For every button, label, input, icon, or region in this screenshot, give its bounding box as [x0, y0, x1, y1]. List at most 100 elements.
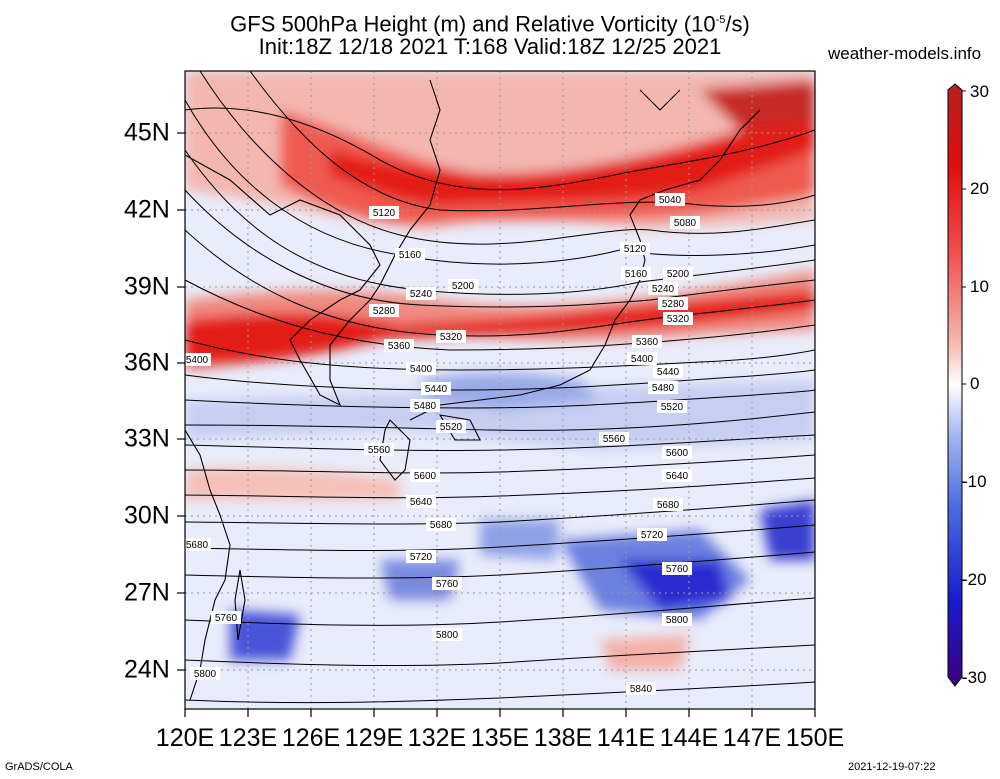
svg-text:5760: 5760 [666, 564, 689, 575]
svg-text:5480: 5480 [414, 401, 437, 412]
contour-label: 5600 [410, 469, 440, 482]
svg-text:5360: 5360 [388, 341, 411, 352]
svg-text:5800: 5800 [666, 615, 689, 626]
contour-label: 5800 [662, 613, 692, 626]
site-name: weather-models.info [828, 44, 982, 63]
svg-text:5400: 5400 [186, 355, 209, 366]
map-title-line1: GFS 500hPa Height (m) and Relative Vorti… [230, 11, 750, 37]
svg-text:5360: 5360 [636, 337, 659, 348]
lat-label: 24N [124, 655, 170, 684]
contour-label: 5720 [406, 550, 436, 563]
contour-label: 5440 [421, 382, 451, 395]
lon-label: 150E [785, 724, 845, 752]
lon-label: 141E [596, 724, 656, 752]
svg-text:5440: 5440 [425, 384, 448, 395]
lon-label: 132E [407, 724, 467, 752]
svg-text:5240: 5240 [652, 284, 675, 295]
contour-label: 5400 [627, 352, 657, 365]
contour-label: 5520 [657, 400, 687, 413]
contour-label: 5080 [670, 216, 700, 229]
contour-label: 5760 [432, 577, 462, 590]
svg-text:5800: 5800 [436, 630, 459, 641]
svg-text:5240: 5240 [410, 289, 433, 300]
svg-text:5400: 5400 [410, 364, 433, 375]
svg-text:5640: 5640 [410, 497, 433, 508]
lat-label: 42N [124, 195, 170, 224]
contour-label: 5240 [648, 282, 678, 295]
contour-label: 5120 [369, 206, 399, 219]
colorbar-label: 10 [970, 277, 989, 296]
contour-label: 5520 [436, 420, 466, 433]
footer-software: GrADS/COLA [5, 761, 73, 773]
contour-label: 5160 [621, 267, 651, 280]
axis-ticks [177, 132, 816, 717]
lon-label: 120E [155, 724, 215, 752]
svg-text:5680: 5680 [430, 520, 453, 531]
contour-label: 5680 [653, 498, 683, 511]
colorbar-label: -10 [962, 472, 987, 491]
lat-label: 30N [124, 501, 170, 530]
svg-text:5480: 5480 [652, 383, 675, 394]
contour-label: 5640 [406, 495, 436, 508]
lon-label: 126E [281, 724, 341, 752]
svg-text:5680: 5680 [186, 540, 209, 551]
svg-text:5720: 5720 [410, 552, 433, 563]
contour-label: 5320 [436, 330, 466, 343]
svg-text:5560: 5560 [368, 445, 391, 456]
contour-label: 5840 [626, 682, 656, 695]
svg-text:5680: 5680 [657, 500, 680, 511]
lon-label: 147E [722, 724, 782, 752]
footer-timestamp: 2021-12-19-07:22 [848, 761, 936, 773]
svg-text:5280: 5280 [373, 306, 396, 317]
svg-text:5560: 5560 [603, 434, 626, 445]
svg-text:5080: 5080 [674, 218, 697, 229]
colorbar-label: -30 [962, 668, 987, 687]
colorbar [947, 83, 966, 687]
svg-text:5280: 5280 [662, 299, 685, 310]
contour-label: 5040 [655, 193, 685, 206]
svg-text:5600: 5600 [414, 471, 437, 482]
contour-label: 5360 [632, 335, 662, 348]
contour-label: 5560 [599, 432, 629, 445]
colorbar-label: 20 [970, 179, 989, 198]
lon-label: 144E [659, 724, 719, 752]
contour-label: 5280 [369, 304, 399, 317]
lon-label: 123E [218, 724, 278, 752]
svg-text:5200: 5200 [667, 269, 690, 280]
lon-label: 138E [533, 724, 593, 752]
contour-label: 5400 [185, 353, 211, 366]
contour-label: 5720 [637, 528, 667, 541]
svg-text:5520: 5520 [661, 402, 684, 413]
contour-label: 5160 [395, 248, 425, 261]
contour-label: 5240 [406, 287, 436, 300]
contour-label: 5800 [190, 667, 220, 680]
contour-label: 5440 [653, 365, 683, 378]
contour-label: 5760 [662, 562, 692, 575]
colorbar-label: 0 [970, 374, 980, 393]
colorbar-label: 30 [970, 82, 989, 101]
contour-label: 5680 [426, 518, 456, 531]
svg-text:5800: 5800 [194, 669, 217, 680]
svg-text:5520: 5520 [440, 422, 463, 433]
svg-text:5120: 5120 [624, 244, 647, 255]
lat-label: 45N [124, 118, 170, 147]
svg-text:5440: 5440 [657, 367, 680, 378]
svg-text:5720: 5720 [641, 530, 664, 541]
lat-label: 33N [124, 424, 170, 453]
svg-text:5320: 5320 [440, 332, 463, 343]
colorbar-label: -20 [962, 570, 987, 589]
svg-text:5760: 5760 [436, 579, 459, 590]
svg-text:5400: 5400 [631, 354, 654, 365]
contour-label: 5320 [663, 312, 693, 325]
contour-label: 5800 [432, 628, 462, 641]
lat-label: 36N [124, 348, 170, 377]
contour-label: 5200 [448, 279, 478, 292]
contour-label: 5480 [410, 399, 440, 412]
svg-text:5320: 5320 [667, 314, 690, 325]
contour-label: 5560 [364, 443, 394, 456]
contour-label: 5760 [211, 611, 241, 624]
lat-label: 39N [124, 272, 170, 301]
contour-label: 5200 [663, 267, 693, 280]
height-contours [185, 71, 815, 704]
